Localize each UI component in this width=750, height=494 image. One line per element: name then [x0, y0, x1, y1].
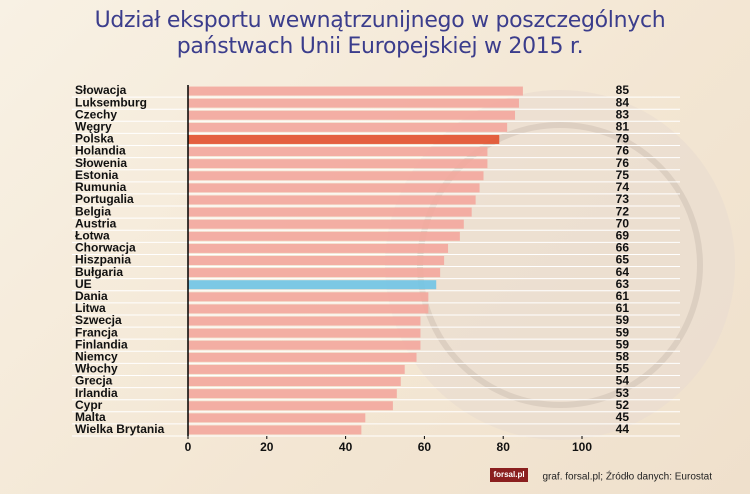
category-label: Łotwa: [75, 228, 110, 242]
value-label: 73: [616, 192, 630, 206]
category-label: Słowenia: [75, 156, 127, 170]
category-label: Dania: [75, 289, 108, 303]
value-label: 45: [616, 410, 630, 424]
bar: [188, 195, 476, 205]
source: graf. forsal.pl; Źródło danych: Eurostat: [542, 470, 712, 483]
bar: [188, 207, 472, 217]
bar: [188, 364, 405, 374]
bar: [188, 413, 366, 423]
bar: [188, 98, 519, 108]
category-label: Polska: [75, 132, 114, 146]
bar: [188, 316, 421, 326]
x-tick-label: 20: [260, 440, 274, 454]
value-label: 52: [616, 398, 630, 412]
bar: [188, 389, 397, 399]
logo-box: [490, 468, 528, 482]
value-label: 75: [616, 168, 630, 182]
value-label: 76: [616, 156, 630, 170]
value-label: 81: [616, 120, 630, 134]
value-label: 64: [616, 265, 630, 279]
value-label: 44: [616, 422, 630, 436]
bar: [188, 401, 393, 411]
category-label: Estonia: [75, 168, 119, 182]
bar: [188, 147, 488, 157]
bar: [188, 425, 362, 435]
value-label: 61: [616, 301, 630, 315]
value-label: 53: [616, 386, 630, 400]
category-label: Irlandia: [75, 386, 118, 400]
chart-title: Udział eksportu wewnątrzunijnego w poszc…: [94, 8, 666, 59]
category-label: Malta: [75, 410, 106, 424]
value-label: 55: [616, 362, 630, 376]
bar: [188, 219, 464, 229]
value-label: 83: [616, 107, 630, 121]
category-label: Francja: [75, 325, 118, 339]
logo: forsal.pl: [493, 470, 524, 479]
value-label: 84: [616, 95, 630, 109]
value-label: 72: [616, 204, 630, 218]
bar: [188, 86, 523, 96]
value-label: 59: [616, 313, 630, 327]
bar: [188, 159, 488, 169]
bar: [188, 340, 421, 350]
value-label: 66: [616, 241, 630, 255]
bar: [188, 110, 516, 120]
category-label: Austria: [75, 216, 117, 230]
x-tick-label: 0: [185, 440, 192, 454]
bar: [188, 292, 429, 302]
bar: [188, 328, 421, 338]
value-label: 70: [616, 216, 630, 230]
category-label: Luksemburg: [75, 95, 147, 109]
category-label: Grecja: [75, 374, 113, 388]
bar: [188, 256, 445, 265]
category-label: Portugalia: [75, 192, 134, 206]
value-label: 58: [616, 349, 630, 363]
value-label: 74: [616, 180, 630, 194]
x-tick-label: 80: [497, 440, 511, 454]
bar: [188, 280, 437, 290]
bar: [188, 134, 500, 144]
value-label: 59: [616, 325, 630, 339]
category-label: Słowacja: [75, 83, 127, 97]
value-label: 54: [616, 374, 630, 388]
category-label: Niemcy: [75, 349, 118, 363]
category-label: Chorwacja: [75, 241, 136, 255]
category-label: Węgry: [75, 120, 112, 134]
bar: [188, 183, 480, 193]
category-label: Rumunia: [75, 180, 127, 194]
bar: [188, 352, 417, 362]
bar: [188, 122, 508, 132]
category-label: Cypr: [75, 398, 103, 412]
bar: [188, 304, 429, 314]
bar: [188, 231, 460, 241]
x-tick-label: 40: [339, 440, 353, 454]
bar: [188, 243, 449, 253]
category-label: Holandia: [75, 144, 126, 158]
category-label: Belgia: [75, 204, 111, 218]
x-tick-label: 60: [418, 440, 432, 454]
value-label: 79: [616, 132, 630, 146]
category-label: Czechy: [75, 107, 117, 121]
category-label: Szwecja: [75, 313, 122, 327]
bar: [188, 377, 401, 387]
value-label: 63: [616, 277, 630, 291]
value-label: 59: [616, 337, 630, 351]
category-label: Wielka Brytania: [75, 422, 165, 436]
category-label: Finlandia: [75, 337, 128, 351]
category-label: UE: [75, 277, 92, 291]
category-label: Bułgaria: [75, 265, 123, 279]
category-label: Litwa: [75, 301, 106, 315]
value-label: 65: [616, 253, 630, 267]
value-label: 76: [616, 144, 630, 158]
bar: [188, 268, 441, 278]
bar: [188, 171, 484, 181]
value-label: 61: [616, 289, 630, 303]
value-label: 85: [616, 83, 630, 97]
category-label: Włochy: [75, 362, 118, 376]
x-tick-label: 100: [572, 440, 592, 454]
category-label: Hiszpania: [75, 253, 131, 267]
value-label: 69: [616, 228, 630, 242]
